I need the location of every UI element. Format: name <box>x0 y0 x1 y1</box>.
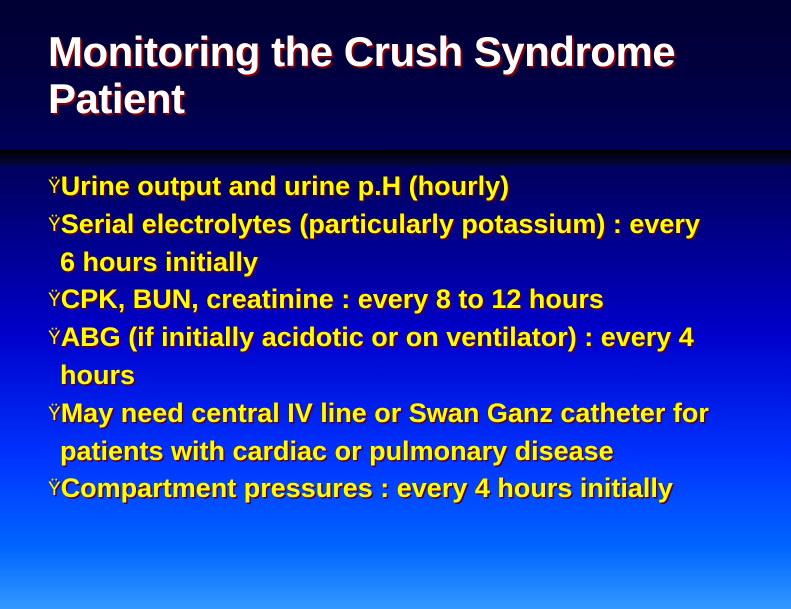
list-item-text: May need central IV line or Swan Ganz ca… <box>61 398 709 428</box>
bullet-list: ŸUrine output and urine p.H (hourly) ŸSe… <box>48 168 743 508</box>
bullet-icon: Ÿ <box>48 328 61 349</box>
list-item-text: Serial electrolytes (particularly potass… <box>61 209 700 239</box>
title-divider <box>0 150 791 166</box>
list-item-continuation: patients with cardiac or pulmonary disea… <box>48 433 743 471</box>
slide-container: Monitoring the Crush Syndrome Patient ŸU… <box>0 0 791 609</box>
list-item-continuation: 6 hours initially <box>48 244 743 282</box>
bullet-icon: Ÿ <box>48 290 61 311</box>
list-item: ŸCompartment pressures : every 4 hours i… <box>48 470 743 508</box>
bullet-icon: Ÿ <box>48 215 61 236</box>
bullet-icon: Ÿ <box>48 177 61 198</box>
slide-title: Monitoring the Crush Syndrome Patient <box>48 28 743 122</box>
list-item-continuation: hours <box>48 357 743 395</box>
list-item: ŸUrine output and urine p.H (hourly) <box>48 168 743 206</box>
bullet-icon: Ÿ <box>48 404 61 425</box>
list-item-text: Urine output and urine p.H (hourly) <box>61 171 509 201</box>
bullet-icon: Ÿ <box>48 479 61 500</box>
list-item: ŸSerial electrolytes (particularly potas… <box>48 206 743 244</box>
list-item-text: Compartment pressures : every 4 hours in… <box>61 473 673 503</box>
list-item: ŸABG (if initially acidotic or on ventil… <box>48 319 743 357</box>
list-item: ŸMay need central IV line or Swan Ganz c… <box>48 395 743 433</box>
list-item-text: ABG (if initially acidotic or on ventila… <box>61 322 694 352</box>
list-item: ŸCPK, BUN, creatinine : every 8 to 12 ho… <box>48 281 743 319</box>
list-item-text: CPK, BUN, creatinine : every 8 to 12 hou… <box>61 284 604 314</box>
